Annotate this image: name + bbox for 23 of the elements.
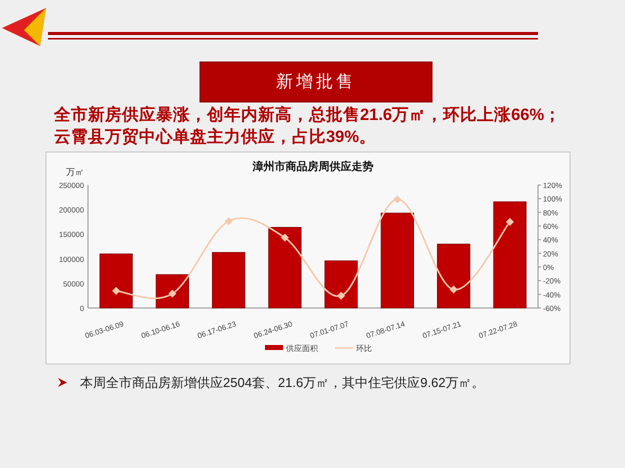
point	[450, 286, 458, 294]
point	[337, 292, 346, 300]
bar	[156, 274, 189, 308]
point	[112, 286, 120, 295]
text: 新增批售	[200, 62, 432, 102]
chart-title: 漳州市商品房周供应走势	[252, 160, 374, 173]
point	[224, 217, 233, 226]
bar	[493, 201, 526, 308]
bar	[212, 252, 246, 308]
legend-label: 供应面积	[286, 344, 318, 353]
bar	[100, 254, 133, 308]
legend-label: 环比	[356, 344, 372, 353]
bar	[380, 212, 414, 308]
point	[393, 195, 402, 204]
text: 全市新房供应暴涨，创年内新高，总批售21.6万㎡，环比上涨66%；云霄县万贸中心单盘主力供应，占比39%。	[54, 104, 562, 148]
point	[280, 234, 289, 242]
point	[506, 218, 514, 226]
text: 本周全市商品房新增供应2504套、21.6万㎡，其中住宅供应9.62万㎡。	[80, 374, 485, 392]
point	[168, 290, 176, 298]
bar	[437, 244, 470, 308]
bar	[324, 260, 358, 308]
y-axis-title: 万㎡	[66, 167, 84, 177]
bar	[268, 227, 302, 308]
